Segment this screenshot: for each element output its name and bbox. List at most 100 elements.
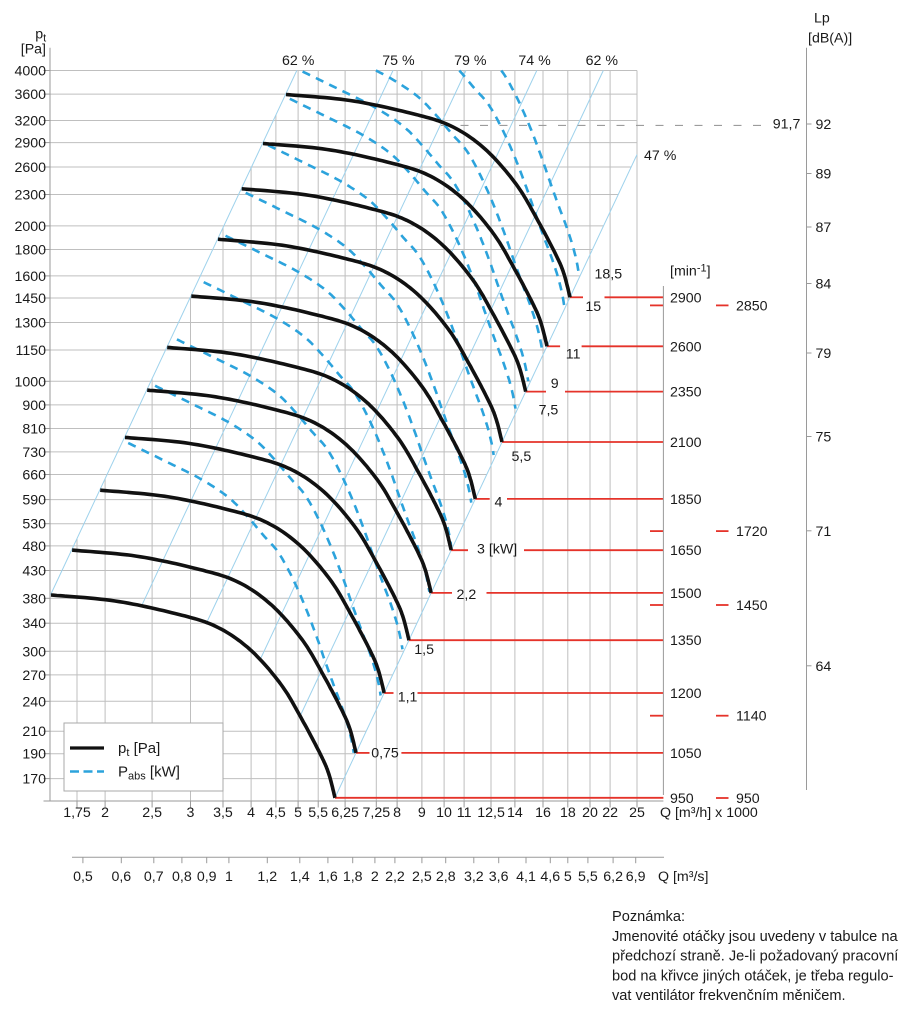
svg-text:5,5: 5,5 [512, 449, 532, 465]
svg-text:6,9: 6,9 [626, 869, 646, 885]
svg-text:2350: 2350 [670, 385, 702, 401]
svg-text:18: 18 [560, 805, 576, 821]
svg-text:2300: 2300 [14, 188, 46, 204]
svg-text:210: 210 [22, 724, 46, 740]
svg-text:190: 190 [22, 747, 46, 763]
svg-text:10: 10 [436, 805, 452, 821]
svg-text:900: 900 [22, 398, 46, 414]
svg-text:1,8: 1,8 [343, 869, 363, 885]
svg-text:4: 4 [247, 805, 255, 821]
svg-text:1720: 1720 [736, 524, 768, 540]
svg-text:2900: 2900 [670, 290, 702, 306]
svg-text:1450: 1450 [14, 291, 46, 307]
svg-text:pt [Pa]: pt [Pa] [118, 740, 160, 759]
svg-text:300: 300 [22, 644, 46, 660]
svg-text:0,6: 0,6 [111, 869, 131, 885]
svg-text:Q [m³/h] x 1000: Q [m³/h] x 1000 [660, 805, 758, 821]
svg-text:3600: 3600 [14, 87, 46, 103]
svg-text:2600: 2600 [670, 339, 702, 355]
svg-text:530: 530 [22, 517, 46, 533]
svg-text:79: 79 [816, 346, 832, 362]
svg-text:62 %: 62 % [586, 53, 619, 69]
svg-text:Jmenovité otáčky jsou uvedeny: Jmenovité otáčky jsou uvedeny v tabulce … [612, 929, 898, 945]
svg-text:18,5: 18,5 [595, 267, 623, 283]
svg-text:0,9: 0,9 [197, 869, 217, 885]
svg-text:2900: 2900 [14, 136, 46, 152]
svg-text:1,5: 1,5 [414, 642, 434, 658]
svg-text:810: 810 [22, 422, 46, 438]
svg-text:4,5: 4,5 [266, 805, 286, 821]
svg-text:22: 22 [602, 805, 618, 821]
svg-text:1050: 1050 [670, 746, 702, 762]
svg-text:4,1: 4,1 [516, 869, 536, 885]
svg-text:1500: 1500 [670, 586, 702, 602]
svg-text:950: 950 [670, 791, 694, 807]
svg-text:1,1: 1,1 [398, 690, 418, 706]
svg-text:1,75: 1,75 [63, 805, 91, 821]
svg-text:1850: 1850 [670, 492, 702, 508]
svg-text:3,5: 3,5 [213, 805, 233, 821]
svg-text:[dB(A)]: [dB(A)] [808, 31, 852, 47]
svg-text:79 %: 79 % [454, 53, 487, 69]
svg-text:4,6: 4,6 [540, 869, 560, 885]
svg-text:8: 8 [393, 805, 401, 821]
svg-text:3 [kW]: 3 [kW] [477, 542, 517, 558]
svg-text:5: 5 [564, 869, 572, 885]
svg-text:2,8: 2,8 [436, 869, 456, 885]
svg-text:1350: 1350 [670, 633, 702, 649]
svg-text:64: 64 [816, 659, 832, 675]
svg-text:340: 340 [22, 616, 46, 632]
svg-text:pt: pt [35, 27, 46, 45]
svg-text:47 %: 47 % [644, 148, 677, 164]
svg-text:2,5: 2,5 [412, 869, 432, 885]
svg-text:1150: 1150 [15, 343, 46, 359]
svg-text:1,4: 1,4 [290, 869, 310, 885]
svg-text:590: 590 [22, 493, 46, 509]
svg-text:1000: 1000 [14, 374, 46, 390]
svg-text:2000: 2000 [14, 219, 46, 235]
svg-text:Poznámka:: Poznámka: [612, 909, 685, 925]
svg-text:2,5: 2,5 [142, 805, 162, 821]
svg-text:950: 950 [736, 791, 760, 807]
svg-text:380: 380 [22, 591, 46, 607]
svg-text:0,5: 0,5 [73, 869, 93, 885]
svg-text:16: 16 [535, 805, 551, 821]
svg-text:[Pa]: [Pa] [21, 42, 46, 58]
svg-text:75 %: 75 % [382, 53, 415, 69]
svg-text:Lp: Lp [814, 11, 830, 27]
svg-text:7,25: 7,25 [363, 805, 391, 821]
svg-text:4000: 4000 [14, 63, 46, 79]
svg-text:170: 170 [22, 772, 46, 788]
svg-text:2: 2 [101, 805, 109, 821]
svg-text:2,2: 2,2 [385, 869, 405, 885]
svg-text:1800: 1800 [14, 243, 46, 259]
svg-text:12,5: 12,5 [477, 805, 505, 821]
svg-text:1: 1 [225, 869, 233, 885]
svg-text:84: 84 [816, 277, 832, 293]
svg-text:62 %: 62 % [282, 53, 315, 69]
svg-text:1450: 1450 [736, 598, 768, 614]
svg-text:5,5: 5,5 [308, 805, 328, 821]
svg-text:87: 87 [816, 220, 832, 236]
svg-text:Pabs [kW]: Pabs [kW] [118, 764, 180, 783]
svg-text:3200: 3200 [14, 113, 46, 129]
svg-text:2: 2 [371, 869, 379, 885]
svg-text:9: 9 [551, 376, 559, 392]
svg-text:1,2: 1,2 [257, 869, 277, 885]
svg-text:[min-1]: [min-1] [670, 263, 711, 280]
svg-text:660: 660 [22, 467, 46, 483]
svg-text:11: 11 [457, 805, 472, 821]
svg-text:89: 89 [816, 167, 832, 183]
svg-text:3,6: 3,6 [489, 869, 509, 885]
svg-text:11: 11 [566, 347, 581, 363]
svg-text:430: 430 [22, 564, 46, 580]
svg-text:5,5: 5,5 [578, 869, 598, 885]
svg-text:25: 25 [629, 805, 645, 821]
svg-text:480: 480 [22, 539, 46, 555]
svg-text:15: 15 [585, 299, 601, 315]
svg-text:1650: 1650 [670, 543, 702, 559]
svg-text:240: 240 [22, 694, 46, 710]
svg-text:předchozí straně. Je-li požado: předchozí straně. Je-li požadovaný praco… [612, 949, 898, 965]
svg-text:6,2: 6,2 [603, 869, 623, 885]
svg-text:270: 270 [22, 668, 46, 684]
